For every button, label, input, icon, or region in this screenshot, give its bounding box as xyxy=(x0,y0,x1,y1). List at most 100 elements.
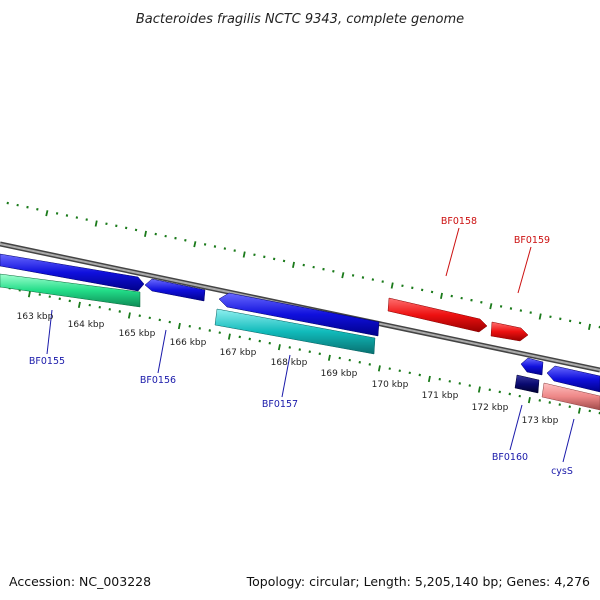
minor-tick xyxy=(538,399,541,402)
minor-tick xyxy=(518,394,521,398)
leader-bf0160 xyxy=(509,404,523,451)
genome-summary-text: Topology: circular; Length: 5,205,140 bp… xyxy=(246,574,590,589)
major-tick xyxy=(377,365,381,372)
major-tick xyxy=(242,251,246,258)
minor-tick xyxy=(108,308,111,311)
major-tick xyxy=(27,291,31,298)
minor-tick xyxy=(509,307,513,310)
minor-tick xyxy=(223,247,227,250)
minor-tick xyxy=(98,305,101,309)
scale-label-164: 164 kbp xyxy=(68,320,105,330)
minor-tick xyxy=(68,299,71,303)
minor-tick xyxy=(16,203,19,207)
leader-bf0156 xyxy=(157,329,167,374)
major-tick xyxy=(390,282,394,289)
gene-label-cyss[interactable]: cysS xyxy=(551,466,573,477)
minor-tick xyxy=(458,382,461,385)
major-tick xyxy=(427,375,431,383)
minor-tick xyxy=(118,310,121,313)
major-tick xyxy=(45,210,49,217)
major-tick xyxy=(588,323,591,330)
gene-arrow-cyss-partner[interactable] xyxy=(541,382,600,411)
gene-labels: BF0155 BF0156 BF0157 BF0158 BF0159 BF016… xyxy=(29,216,575,477)
minor-tick xyxy=(58,297,61,301)
scale-label-163: 163 kbp xyxy=(17,312,54,322)
minor-tick xyxy=(588,409,591,413)
minor-tick xyxy=(568,405,571,409)
major-tick xyxy=(227,333,231,340)
gene-label-bf0159[interactable]: BF0159 xyxy=(514,235,550,246)
major-tick xyxy=(77,301,81,308)
minor-tick xyxy=(438,377,441,381)
minor-tick xyxy=(253,253,256,257)
major-tick xyxy=(144,230,147,237)
minor-tick xyxy=(288,346,291,349)
minor-tick xyxy=(158,318,161,322)
leader-bf0155 xyxy=(46,309,53,355)
gene-arrow-cyss[interactable] xyxy=(546,365,600,393)
minor-tick xyxy=(282,259,286,263)
major-tick xyxy=(177,322,181,330)
scale-label-167: 167 kbp xyxy=(220,348,257,358)
gene-arrow-bf0155-partner[interactable] xyxy=(0,273,141,308)
gene-label-bf0155[interactable]: BF0155 xyxy=(29,356,65,367)
map-title: Bacteroides fragilis NCTC 9343, complete… xyxy=(136,12,464,27)
minor-tick xyxy=(258,339,261,343)
minor-tick xyxy=(318,352,321,356)
gene-label-bf0156[interactable]: BF0156 xyxy=(140,375,176,386)
minor-tick xyxy=(154,232,157,236)
scale-label-170: 170 kbp xyxy=(372,380,409,390)
scale-label-168: 168 kbp xyxy=(271,358,308,368)
minor-tick xyxy=(164,234,167,238)
major-tick xyxy=(94,220,98,227)
minor-tick xyxy=(312,265,315,269)
minor-tick xyxy=(218,331,221,334)
leader-bf0158 xyxy=(445,227,460,277)
gene-label-bf0157[interactable]: BF0157 xyxy=(262,399,298,410)
major-tick xyxy=(341,272,345,279)
minor-tick xyxy=(348,358,351,362)
minor-tick xyxy=(188,324,191,328)
major-tick xyxy=(538,313,542,320)
minor-tick xyxy=(298,348,301,351)
leader-bf0157 xyxy=(281,354,291,398)
minor-tick xyxy=(134,228,138,232)
minor-tick xyxy=(361,276,365,279)
minor-tick xyxy=(508,392,511,396)
minor-tick xyxy=(88,303,91,307)
major-tick xyxy=(440,292,443,299)
minor-tick xyxy=(238,335,241,339)
minor-tick xyxy=(371,278,375,281)
gene-arrow-bf0158[interactable] xyxy=(387,297,488,333)
minor-tick xyxy=(6,201,9,205)
gene-label-bf0158[interactable]: BF0158 xyxy=(441,216,477,227)
scale-label-173: 173 kbp xyxy=(522,416,559,426)
gene-label-bf0160[interactable]: BF0160 xyxy=(492,452,528,463)
leader-bf0159 xyxy=(517,246,532,294)
minor-tick xyxy=(332,269,335,273)
minor-tick xyxy=(248,337,251,341)
minor-tick xyxy=(418,373,421,377)
cds-features xyxy=(0,253,600,411)
minor-tick xyxy=(184,238,187,242)
minor-tick xyxy=(268,341,271,345)
minor-tick xyxy=(578,321,582,325)
major-tick xyxy=(327,354,331,361)
gene-arrow-bf0160-upper[interactable] xyxy=(520,357,544,376)
minor-tick xyxy=(420,288,424,292)
major-tick xyxy=(127,312,131,319)
minor-tick xyxy=(75,216,79,219)
gene-arrow-bf0159[interactable] xyxy=(490,321,529,342)
gene-arrow-bf0156[interactable] xyxy=(144,278,206,302)
minor-tick xyxy=(450,294,453,298)
minor-tick xyxy=(398,369,401,373)
scale-label-171: 171 kbp xyxy=(422,391,459,401)
gene-arrow-bf0157-partner[interactable] xyxy=(214,308,376,355)
gene-arrow-bf0157[interactable] xyxy=(218,292,380,337)
minor-tick xyxy=(549,315,552,319)
minor-tick xyxy=(198,327,201,330)
gene-arrow-bf0160[interactable] xyxy=(514,374,540,394)
gene-arrow-bf0155[interactable] xyxy=(0,253,145,292)
minor-tick xyxy=(213,245,217,248)
minor-tick xyxy=(48,295,51,298)
